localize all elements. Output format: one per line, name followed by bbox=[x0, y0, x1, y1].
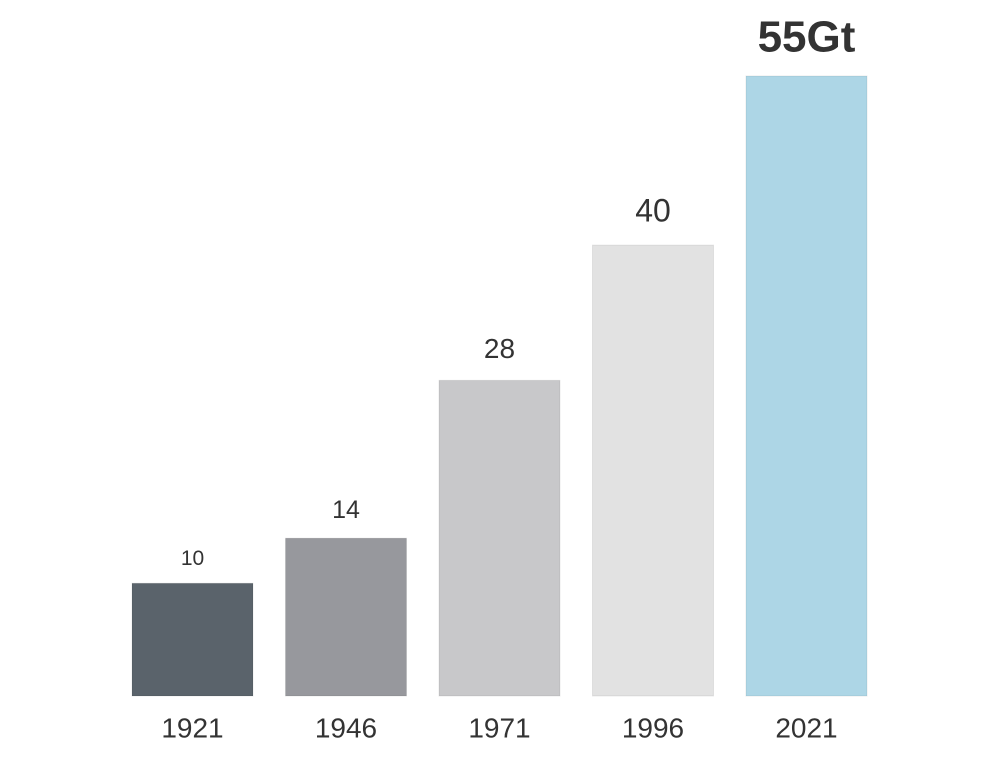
bar bbox=[592, 244, 714, 697]
x-tick-label: 1996 bbox=[622, 712, 684, 743]
bar bbox=[745, 75, 868, 697]
x-tick-label: 2021 bbox=[775, 712, 837, 743]
x-tick-label: 1921 bbox=[161, 712, 223, 743]
bar bbox=[438, 379, 561, 697]
value-label: 40 bbox=[635, 193, 671, 229]
value-label: 55Gt bbox=[758, 13, 856, 62]
bar bbox=[285, 537, 407, 697]
value-label: 14 bbox=[332, 496, 360, 524]
value-label: 10 bbox=[181, 547, 204, 570]
x-tick-label: 1946 bbox=[315, 712, 377, 743]
x-tick-label: 1971 bbox=[468, 712, 530, 743]
bar bbox=[131, 582, 254, 697]
value-label: 28 bbox=[484, 333, 515, 364]
